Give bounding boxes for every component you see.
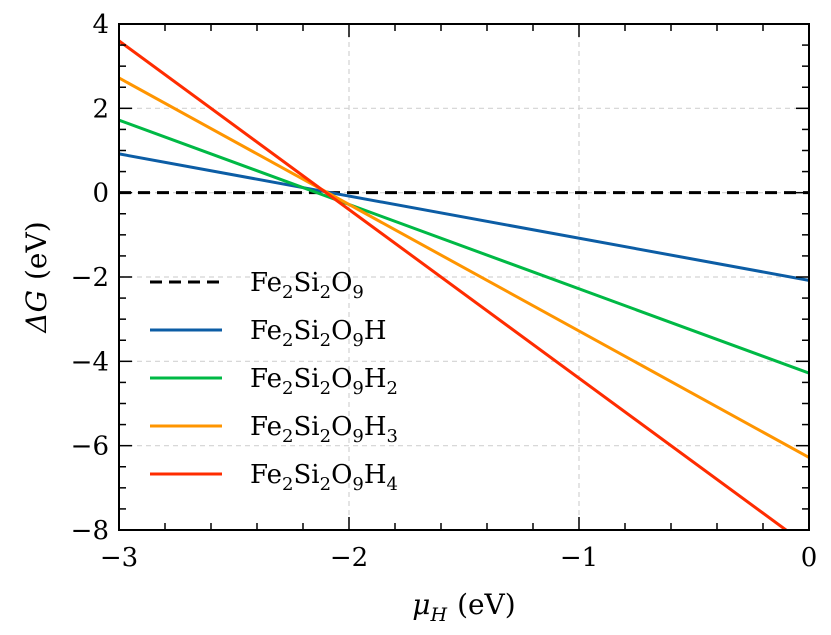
series-line-fe2si2o9h2 bbox=[119, 118, 809, 375]
series-line-fe2si2o9h bbox=[119, 152, 809, 282]
legend: Fe2Si2O9 Fe2Si2O9H Fe2Si2O9H2 Fe2Si2O9H3 Fe2… bbox=[150, 268, 398, 495]
series-line-fe2si2o9h4 bbox=[119, 39, 789, 530]
y-tick-label: −8 bbox=[71, 516, 109, 546]
series-line-fe2si2o9h3 bbox=[119, 76, 809, 459]
x-tick-label: 0 bbox=[801, 543, 818, 573]
x-axis-label: μH (eV) bbox=[412, 588, 515, 626]
series-lines bbox=[119, 39, 809, 530]
x-tick-label: −1 bbox=[560, 543, 598, 573]
legend-label: Fe2Si2O9H2 bbox=[250, 364, 398, 399]
y-tick-label: −2 bbox=[71, 263, 109, 293]
y-tick-label: −4 bbox=[71, 347, 109, 377]
legend-label: Fe2Si2O9H bbox=[250, 316, 387, 351]
tick-labels: −3 −2 −1 0 −8 −6 −4 −2 0 2 4 bbox=[71, 10, 818, 573]
y-tick-label: 2 bbox=[92, 94, 109, 124]
legend-label: Fe2Si2O9 bbox=[250, 268, 364, 303]
y-tick-label: 0 bbox=[92, 179, 109, 209]
axis-ticks bbox=[118, 23, 810, 531]
y-tick-label: −6 bbox=[71, 432, 109, 462]
x-tick-label: −2 bbox=[330, 543, 368, 573]
y-tick-label: 4 bbox=[92, 10, 109, 40]
legend-label: Fe2Si2O9H3 bbox=[250, 412, 398, 447]
y-axis-label: ΔG(eV) bbox=[20, 221, 53, 333]
grid bbox=[118, 23, 810, 531]
legend-label: Fe2Si2O9H4 bbox=[250, 460, 398, 495]
x-tick-label: −3 bbox=[100, 543, 138, 573]
